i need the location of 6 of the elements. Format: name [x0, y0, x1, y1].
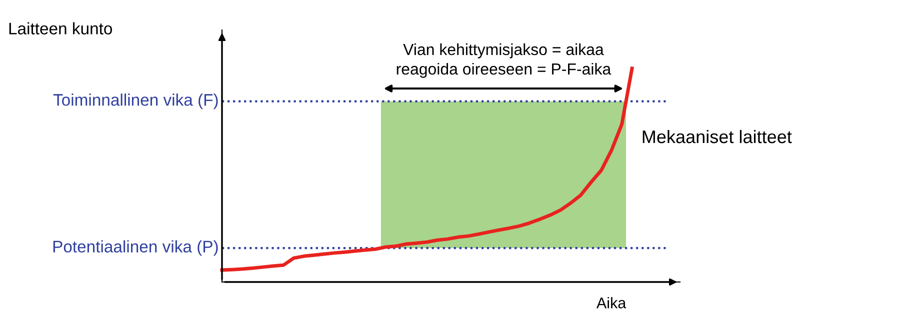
x-axis-title: Aika — [596, 297, 626, 308]
text: Mekaaniset laitteet — [642, 130, 792, 144]
text: Laitteen kunto — [9, 22, 112, 34]
annotation: Vian kehittymisjakso = aikaa reagoida oireeseen = P-F-aika — [396, 43, 612, 78]
ref-line-label: Potentiaalinen vika (P) — [53, 240, 218, 256]
ref-line-label: Toiminnallinen vika (F) — [53, 94, 218, 110]
